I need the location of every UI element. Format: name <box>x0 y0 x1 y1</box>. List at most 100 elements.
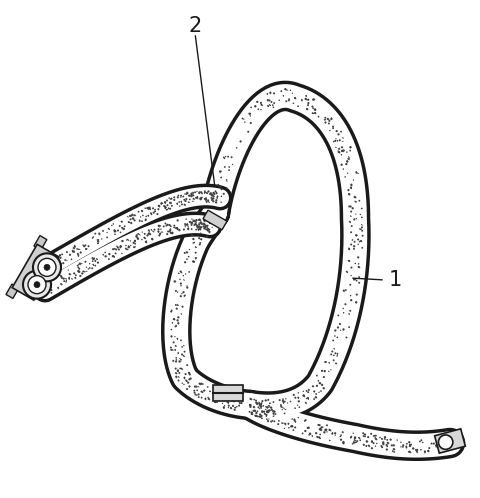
Point <box>77 249 84 256</box>
Point <box>383 441 390 449</box>
Point <box>261 410 269 418</box>
Point <box>246 401 254 409</box>
Point <box>138 228 146 236</box>
Point <box>195 189 203 197</box>
Point <box>163 197 171 205</box>
Circle shape <box>33 253 61 281</box>
Point <box>244 128 252 136</box>
Point <box>433 438 441 446</box>
Point <box>162 203 170 211</box>
Point <box>160 202 168 210</box>
Point <box>163 206 171 214</box>
Point <box>172 356 180 364</box>
Point <box>178 343 186 351</box>
Point <box>192 221 200 229</box>
Point <box>185 192 193 200</box>
Point <box>217 167 225 175</box>
Point <box>264 408 272 416</box>
Point <box>316 421 324 429</box>
Point <box>196 215 204 223</box>
Point <box>378 442 385 450</box>
Point <box>155 228 162 236</box>
Point <box>417 446 425 454</box>
Point <box>270 99 278 107</box>
Point <box>224 153 232 161</box>
Point <box>172 301 180 309</box>
Point <box>311 387 318 395</box>
Point <box>166 199 174 207</box>
Point <box>209 191 216 199</box>
Point <box>204 187 212 195</box>
Point <box>43 280 51 288</box>
Point <box>280 398 288 406</box>
Point <box>115 246 123 253</box>
Point <box>283 86 290 94</box>
Point <box>89 255 96 263</box>
Point <box>328 430 336 438</box>
Point <box>194 222 202 230</box>
Point <box>247 395 254 403</box>
Point <box>321 116 329 124</box>
Point <box>348 433 355 441</box>
Point <box>361 430 369 438</box>
Point <box>303 105 311 113</box>
Point <box>350 245 358 253</box>
Point <box>175 269 182 277</box>
Point <box>192 390 199 398</box>
Point <box>54 284 62 292</box>
Point <box>264 403 271 411</box>
Point <box>271 408 278 416</box>
Point <box>337 326 345 334</box>
Point <box>180 196 188 204</box>
Point <box>82 245 90 253</box>
Point <box>277 401 285 409</box>
Point <box>175 313 182 321</box>
Point <box>257 400 265 408</box>
Point <box>167 205 174 213</box>
Point <box>334 324 342 332</box>
Point <box>276 396 284 404</box>
Point <box>103 229 111 237</box>
Point <box>168 306 176 314</box>
Point <box>332 349 339 357</box>
Point <box>258 101 265 109</box>
Point <box>302 95 310 103</box>
Point <box>352 198 360 206</box>
Point <box>191 389 198 397</box>
Point <box>217 192 225 200</box>
Point <box>145 204 153 212</box>
Point <box>45 284 52 292</box>
Point <box>230 405 238 413</box>
Point <box>180 193 187 201</box>
Point <box>185 369 193 377</box>
Point <box>351 434 359 442</box>
Point <box>376 434 384 442</box>
Point <box>176 275 184 283</box>
Point <box>214 192 221 200</box>
Point <box>220 403 228 411</box>
Point <box>168 333 175 341</box>
Point <box>204 227 212 235</box>
Point <box>173 200 181 208</box>
Point <box>99 227 107 235</box>
Point <box>203 233 211 241</box>
Point <box>354 169 362 177</box>
Point <box>403 444 410 452</box>
Point <box>221 163 228 171</box>
Point <box>351 433 359 441</box>
Point <box>48 289 55 297</box>
Point <box>378 435 386 443</box>
Point <box>265 406 273 414</box>
Point <box>339 134 347 142</box>
Point <box>178 200 186 208</box>
Point <box>179 379 186 387</box>
Point <box>78 259 85 267</box>
Point <box>359 227 366 235</box>
Point <box>352 298 360 306</box>
Point <box>183 284 191 292</box>
Point <box>195 224 203 232</box>
Point <box>213 189 220 197</box>
Point <box>313 382 321 390</box>
Point <box>216 389 224 397</box>
Point <box>294 413 302 421</box>
